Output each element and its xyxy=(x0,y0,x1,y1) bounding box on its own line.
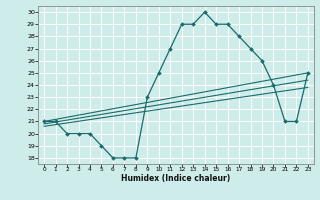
X-axis label: Humidex (Indice chaleur): Humidex (Indice chaleur) xyxy=(121,174,231,183)
